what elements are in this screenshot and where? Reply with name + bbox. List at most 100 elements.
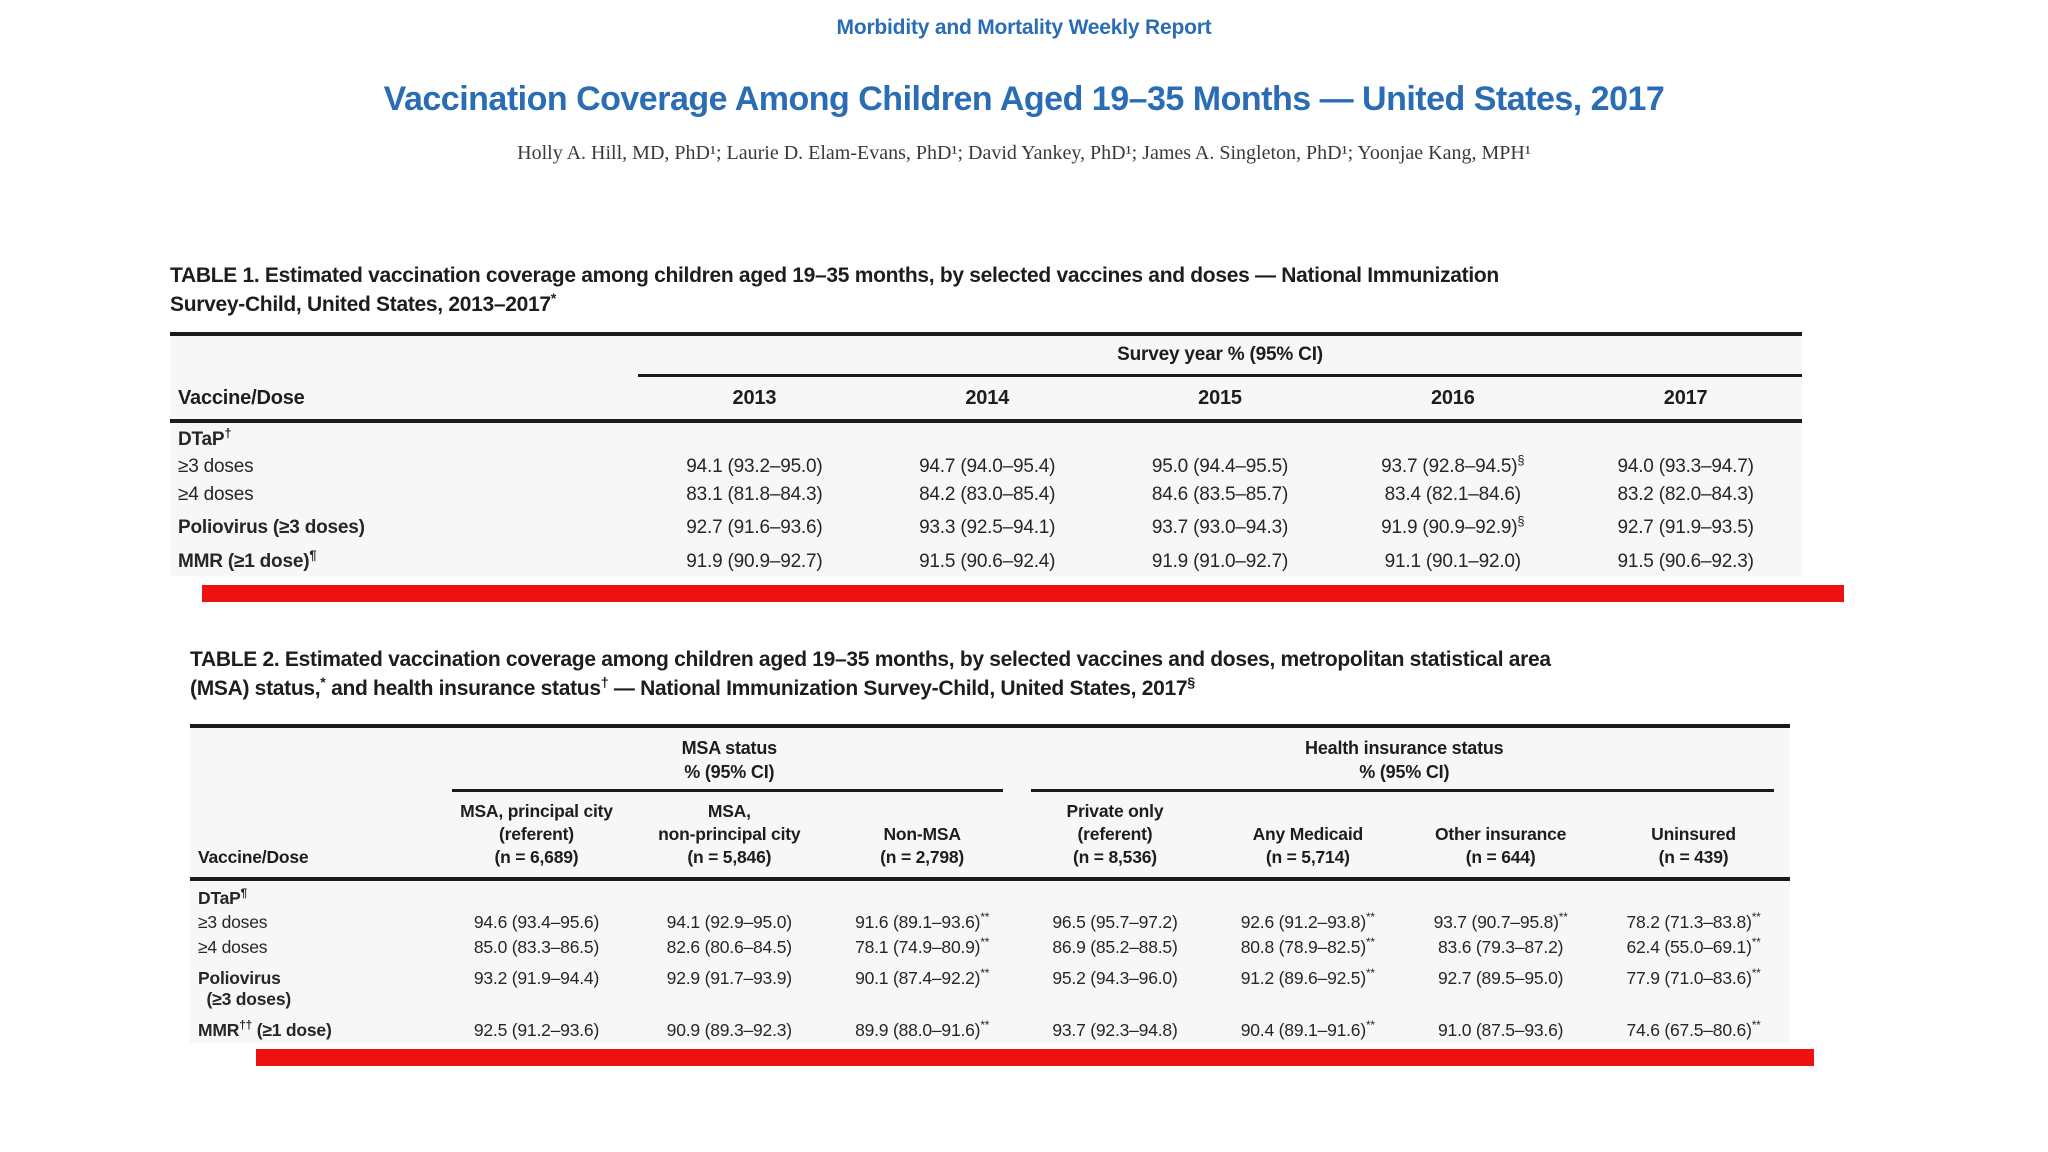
row-label: Poliovirus (≥3 doses) [178,517,365,539]
table-row: ≥3 doses 94.1 (93.2–95.0) 94.7 (94.0–95.4)… [170,454,1802,481]
column-header: 2017 [1569,375,1803,423]
column-header: MSA, principal city (referent) (n = 6,68… [440,791,633,881]
column-header: 2013 [638,375,871,423]
value-cell: 91.0 (87.5–93.6) [1438,1019,1564,1040]
value-cell: 93.7 (93.0–94.3) [1151,517,1289,539]
column-header: Any Medicaid (n = 5,714) [1211,791,1405,881]
value-cell: 94.7 (94.0–95.4) [919,456,1056,478]
journal-header: Morbidity and Mortality Weekly Report [836,16,1212,39]
column-header: Non-MSA (n = 2,798) [825,791,1019,881]
value-cell: 92.7 (91.9–93.5) [1617,517,1754,539]
row-label: Poliovirus (≥3 doses) [198,968,291,1010]
value-cell: 91.1 (90.1–92.0) [1384,550,1521,572]
value-cell: 80.8 (78.9–82.5)** [1240,935,1375,958]
table2-column-header-row: Vaccine/Dose MSA, principal city (refere… [190,791,1790,881]
value-cell: 90.4 (89.1–91.6)** [1240,1017,1375,1040]
table2-body: DTaP¶ ≥3 doses 94.6 (93.4–95.6) 94.1 (92.9–… [190,879,1790,1043]
table-row: DTaP¶ [190,879,1790,911]
mmr-highlight-bar [202,584,1844,602]
value-cell: 74.6 (67.5–80.6)** [1626,1017,1761,1040]
value-cell: 90.9 (89.3–92.3) [666,1019,792,1040]
column-header: Private only (referent) (n = 8,536) [1018,791,1212,881]
value-cell: 91.9 (91.0–92.7) [1151,550,1289,572]
value-cell: 93.3 (92.5–94.1) [919,517,1056,539]
value-cell: 94.1 (92.9–95.0) [666,912,792,933]
table1-section: TABLE 1. Estimated vaccination coverage … [170,262,1844,602]
table-row: MMR†† (≥1 dose) 92.5 (91.2–93.6) 90.9 (89.… [190,1012,1790,1043]
value-cell: 77.9 (71.0–83.6)** [1626,966,1761,989]
value-cell: 94.6 (93.4–95.6) [473,912,600,933]
table-row: ≥4 doses 85.0 (83.3–86.5) 82.6 (80.6–84.5)… [190,935,1790,960]
mmr-highlight-bar [256,1048,1814,1066]
value-cell: 92.5 (91.2–93.6) [473,1019,600,1040]
value-cell: 95.2 (94.3–96.0) [1052,968,1178,989]
value-cell: 85.0 (83.3–86.5) [473,937,600,958]
value-cell: 91.2 (89.6–92.5)** [1240,966,1375,989]
value-cell: 92.7 (89.5–95.0) [1438,968,1564,989]
column-header: Uninsured (n = 439) [1597,791,1790,881]
value-cell: 91.9 (90.9–92.7) [686,550,823,572]
table1-span-header-row: Survey year % (95% CI) [170,333,1803,377]
table-row: MMR (≥1 dose)¶ 91.9 (90.9–92.7) 91.5 (90.6… [170,543,1802,576]
value-cell: 91.5 (90.6–92.3) [1617,550,1754,572]
msa-status-group-header: MSA status % (95% CI) [440,726,1019,792]
value-cell: 93.7 (90.7–95.8)** [1433,910,1568,933]
authors-byline: Holly A. Hill, MD, PhD¹; Laurie D. Elam-… [517,142,1531,164]
value-cell: 84.2 (83.0–85.4) [919,483,1056,505]
value-cell: 93.7 (92.8–94.5)§ [1381,453,1525,478]
value-cell: 94.0 (93.3–94.7) [1617,456,1754,478]
value-cell: 83.1 (81.8–84.3) [686,483,823,505]
table-row: ≥3 doses 94.6 (93.4–95.6) 94.1 (92.9–95.0)… [190,910,1790,935]
table2-section: TABLE 2. Estimated vaccination coverage … [190,646,1814,1066]
row-label: ≥3 doses [198,912,268,933]
value-cell: 84.6 (83.5–85.7) [1151,483,1289,505]
column-header: 2015 [1103,375,1337,423]
corner-cell [190,726,440,792]
value-cell: 91.9 (90.9–92.9)§ [1381,513,1525,539]
value-cell: 95.0 (94.4–95.5) [1151,456,1289,478]
column-header: Other insurance (n = 644) [1404,791,1598,881]
value-cell: 82.6 (80.6–84.5) [666,937,792,958]
vaccine-dose-header: Vaccine/Dose [170,375,638,423]
value-cell: 91.5 (90.6–92.4) [919,550,1056,572]
value-cell: 91.6 (89.1–93.6)** [855,910,990,933]
column-header: 2016 [1336,375,1570,423]
row-label: MMR†† (≥1 dose) [198,1017,332,1040]
vaccination-coverage-table-1: Survey year % (95% CI) Vaccine/Dose 2013… [170,331,1803,576]
value-cell: 93.7 (92.3–94.8) [1052,1019,1178,1040]
survey-year-span-header: Survey year % (95% CI) [638,333,1803,377]
table-row: ≥4 doses 83.1 (81.8–84.3) 84.2 (83.0–85.4)… [170,482,1802,509]
value-cell: 78.1 (74.9–80.9)** [855,935,990,958]
value-cell: 78.2 (71.3–83.8)** [1626,910,1761,933]
value-cell: 94.1 (93.2–95.0) [686,456,823,478]
table-row: DTaP† [170,421,1802,454]
vaccination-coverage-table-2: MSA status % (95% CI) Health insurance s… [190,723,1790,1043]
value-cell: 93.2 (91.9–94.4) [473,968,600,989]
column-header: 2014 [870,375,1104,423]
table1-title: TABLE 1. Estimated vaccination coverage … [170,264,1499,316]
row-label: ≥4 doses [178,483,254,505]
value-cell: 83.6 (79.3–87.2) [1438,937,1564,958]
row-label: ≥3 doses [178,456,254,478]
table-row: Poliovirus (≥3 doses) 92.7 (91.6–93.6) 93.… [170,509,1802,542]
table-row: Poliovirus (≥3 doses) 93.2 (91.9–94.4) 92.… [190,960,1790,1011]
corner-cell [170,334,638,376]
empty-cell [638,421,1802,454]
column-header: MSA, non-principal city (n = 5,846) [632,791,826,881]
vaccine-dose-header: Vaccine/Dose [190,791,441,881]
table2-title: TABLE 2. Estimated vaccination coverage … [190,648,1551,700]
health-insurance-group-header: Health insurance status % (95% CI) [1019,726,1790,792]
value-cell: 92.7 (91.6–93.6) [686,517,823,539]
value-cell: 92.6 (91.2–93.8)** [1240,910,1375,933]
value-cell: 96.5 (95.7–97.2) [1052,912,1178,933]
row-label: DTaP¶ [198,885,248,908]
value-cell: 89.9 (88.0–91.6)** [855,1017,990,1040]
table2-group-header-row: MSA status % (95% CI) Health insurance s… [190,726,1790,792]
table1-body: DTaP† ≥3 doses 94.1 (93.2–95.0) 94.7 (94.0–… [170,421,1802,576]
value-cell: 83.2 (82.0–84.3) [1617,483,1754,505]
row-label: DTaP† [178,425,232,450]
value-cell: 90.1 (87.4–92.2)** [855,966,990,989]
empty-cell [440,879,1790,911]
value-cell: 86.9 (85.2–88.5) [1052,937,1178,958]
